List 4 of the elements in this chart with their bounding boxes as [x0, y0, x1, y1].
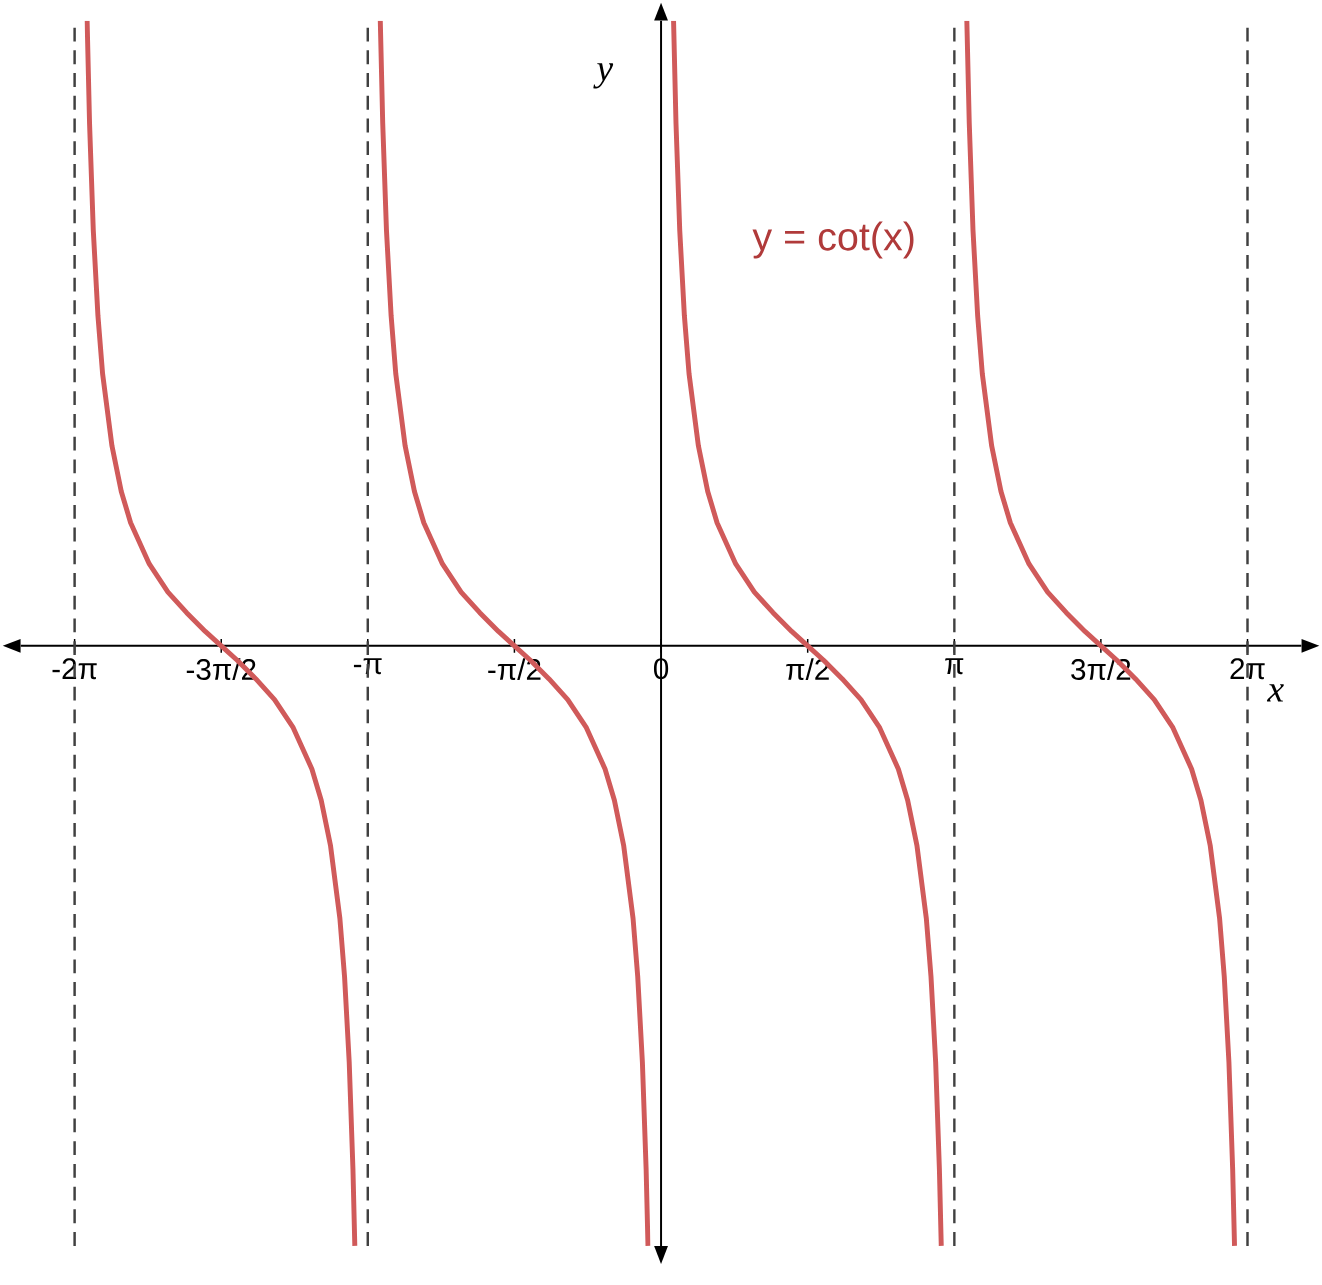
- y-axis-title: y: [593, 62, 614, 89]
- series-label: y = cot(x): [752, 221, 914, 259]
- x-axis-title: x: [1266, 684, 1284, 702]
- x-tick-label: π: [945, 657, 964, 674]
